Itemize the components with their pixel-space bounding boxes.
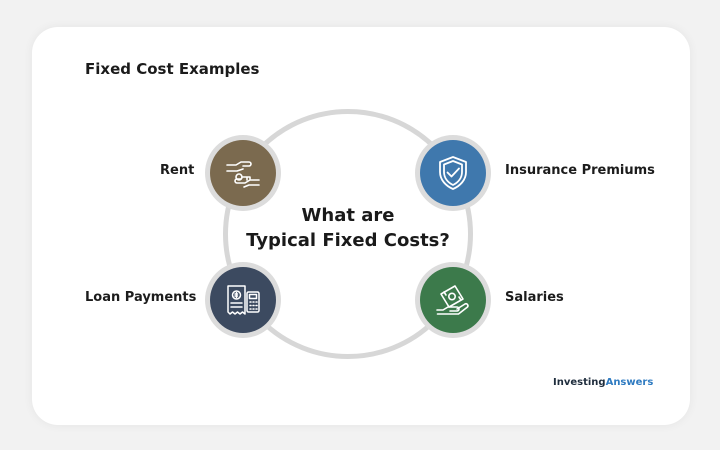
center-question-line-2: Typical Fixed Costs? <box>246 230 450 251</box>
node-salaries <box>415 262 491 338</box>
money-hand-icon <box>436 285 469 315</box>
label-insurance-premiums: Insurance Premiums <box>505 163 655 178</box>
node-rent-circle <box>210 140 276 206</box>
node-insurance-premiums <box>415 135 491 211</box>
label-salaries: Salaries <box>505 290 564 305</box>
node-insurance-premiums-circle <box>420 140 486 206</box>
node-loan-payments-circle <box>210 267 276 333</box>
label-rent: Rent <box>160 163 195 178</box>
logo-text-answers: Answers <box>605 377 654 388</box>
logo-text-investing: Investing <box>553 377 606 388</box>
shield-check-icon <box>439 156 467 190</box>
node-salaries-circle <box>420 267 486 333</box>
investing-answers-logo: InvestingAnswers <box>553 377 653 388</box>
node-loan-payments <box>205 262 281 338</box>
center-question-line-1: What are <box>301 205 395 226</box>
label-loan-payments: Loan Payments <box>85 290 197 305</box>
center-question: What are Typical Fixed Costs? <box>230 203 466 253</box>
page-title: Fixed Cost Examples <box>85 60 260 78</box>
loan-document-calculator-icon <box>227 285 260 315</box>
key-handover-icon <box>226 161 260 188</box>
node-rent <box>205 135 281 211</box>
cycle-ring <box>223 109 473 359</box>
